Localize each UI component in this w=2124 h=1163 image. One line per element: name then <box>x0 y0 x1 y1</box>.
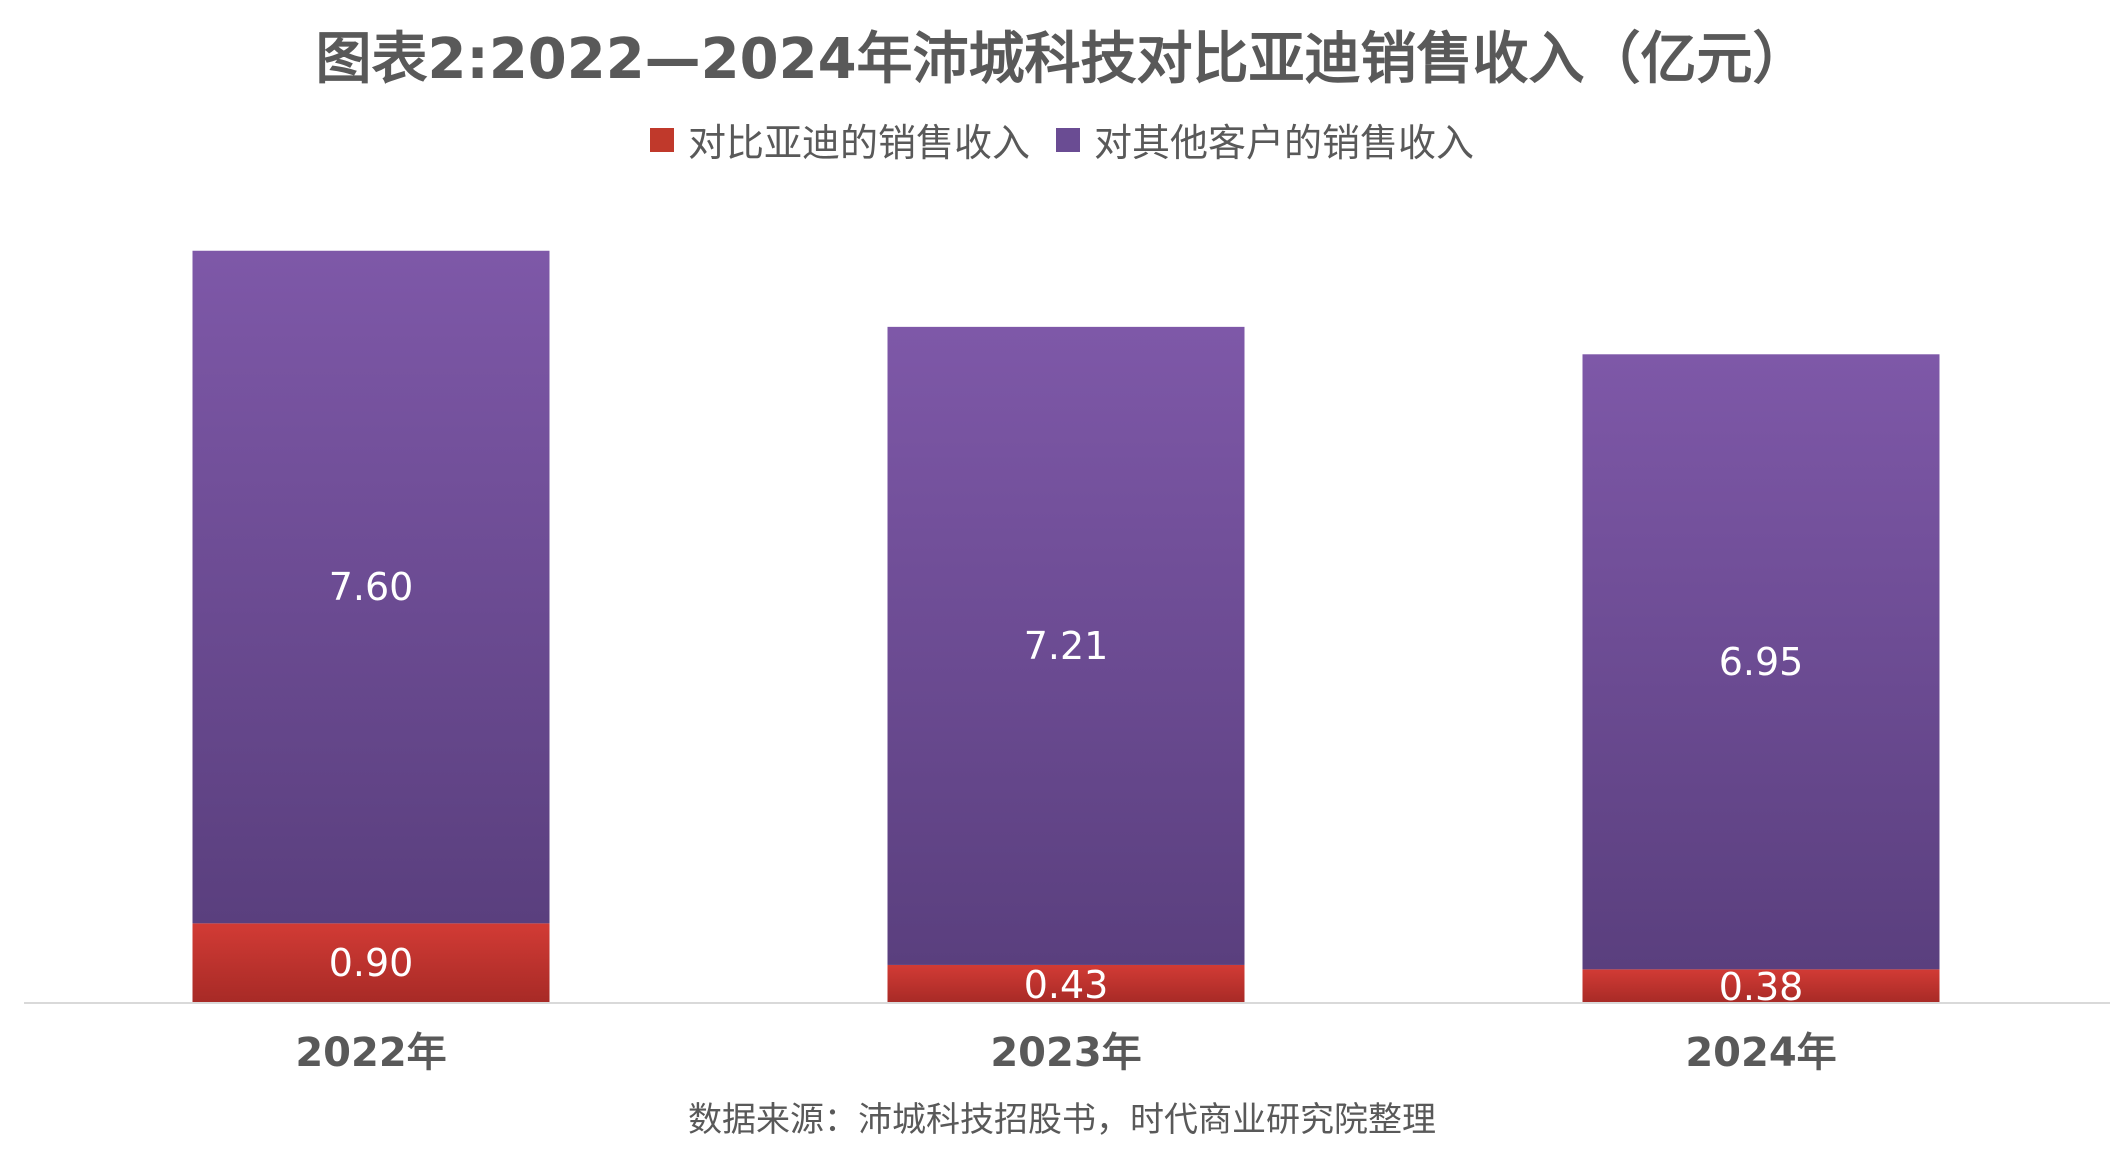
chart-title: 图表2:2022—2024年沛城科技对比亚迪销售收入（亿元） <box>315 27 1809 92</box>
x-tick-label-2: 2023年 <box>990 1030 1141 1076</box>
bar-segment-other-3 <box>1582 354 1940 970</box>
data-label-other-1: 7.60 <box>329 565 414 609</box>
legend-label-byd: 对比亚迪的销售收入 <box>687 121 1030 165</box>
x-tick-label-3: 2024年 <box>1685 1030 1836 1076</box>
data-label-other-3: 6.95 <box>1719 640 1804 684</box>
data-label-byd-2: 0.43 <box>1024 963 1109 1007</box>
data-label-byd-1: 0.90 <box>329 941 414 985</box>
source-note: 数据来源：沛城科技招股书，时代商业研究院整理 <box>688 1100 1436 1140</box>
legend-item-other: 对其他客户的销售收入 <box>1056 112 1474 167</box>
legend-swatch-other <box>1056 127 1080 152</box>
bar-segment-byd-3 <box>1582 969 1940 1003</box>
legend-item-byd: 对比亚迪的销售收入 <box>649 112 1030 167</box>
chart-legend: 对比亚迪的销售收入 对其他客户的销售收入 <box>0 112 2124 167</box>
data-label-byd-3: 0.38 <box>1719 965 1804 1009</box>
bar-segment-other-2 <box>887 326 1245 965</box>
legend-label-other: 对其他客户的销售收入 <box>1094 121 1475 165</box>
bar-segment-byd-1 <box>192 923 550 1003</box>
legend-swatch-byd <box>649 127 674 152</box>
x-tick-label-1: 2022年 <box>295 1030 446 1076</box>
bar-segment-other-1 <box>192 250 550 924</box>
data-label-other-2: 7.21 <box>1024 624 1109 668</box>
bar-segment-byd-2 <box>887 964 1245 1003</box>
